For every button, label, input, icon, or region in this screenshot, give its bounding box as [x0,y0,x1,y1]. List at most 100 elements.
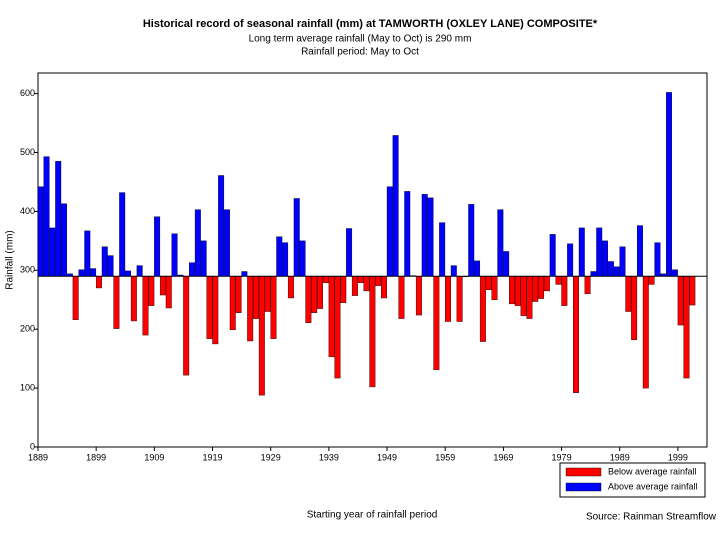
x-axis-label: Starting year of rainfall period [307,510,438,521]
x-tick-label: 1899 [86,452,106,462]
x-tick-label: 1919 [203,452,223,462]
bar [270,275,277,339]
bar [375,275,382,286]
bar [479,275,486,342]
bar [433,275,440,371]
bar [317,275,323,309]
x-tick-label: 1929 [261,452,281,462]
bar [183,275,190,376]
bar [369,275,376,388]
bar [200,240,207,277]
bar [55,161,62,277]
y-tick-label: 200 [20,324,35,334]
x-tick-label: 1989 [610,452,630,462]
bar [578,227,585,277]
bar [427,197,434,277]
bar [561,275,568,306]
x-tick-label: 1969 [493,452,513,462]
bar [84,230,91,277]
bar [113,275,120,329]
bar [456,275,463,322]
bar [258,275,265,396]
bar [404,191,411,277]
x-tick-label: 1999 [668,452,688,462]
bar [538,275,545,299]
bar [37,186,44,277]
bar [485,275,492,290]
bar [136,265,143,277]
y-tick-label: 300 [20,265,35,275]
bar [468,204,475,277]
bar [590,271,597,277]
bar [613,266,620,277]
bar [159,275,166,296]
bar [602,240,609,277]
bar [346,228,353,277]
bar [520,275,527,316]
chart-subtitle: Long term average rainfall (May to Oct) … [249,34,472,45]
bar [206,275,213,339]
bar [78,269,85,277]
bar [95,275,102,289]
bar [72,275,79,320]
bar [130,275,137,322]
legend-label: Above average rainfall [608,481,698,491]
bar [532,275,539,302]
x-tick-label: 1939 [319,452,339,462]
bar [154,216,161,277]
bar [276,236,283,277]
bar [90,268,97,277]
bar [328,275,335,358]
bar [654,242,661,277]
bar [264,275,271,312]
bar [351,275,358,296]
legend-swatch [565,482,602,492]
bar [334,275,341,379]
bar [596,227,603,277]
y-tick-label: 600 [20,88,35,98]
bar [573,275,579,394]
bar [607,261,614,277]
bar [293,198,300,277]
x-tick-label: 1949 [377,452,397,462]
bar [247,275,254,342]
bar [450,265,457,277]
bar [567,243,574,277]
bar [223,209,230,277]
bar [61,203,67,277]
bar [619,246,626,277]
y-tick-label: 100 [20,382,35,392]
bar [381,275,387,299]
bar [509,275,515,305]
y-tick-label: 500 [20,147,35,157]
bar [212,275,219,345]
bar [235,275,242,313]
bar [584,275,591,295]
bar [445,275,451,322]
bar [125,270,131,277]
bar [625,275,632,312]
y-tick-label: 400 [20,206,35,216]
bar [119,192,126,277]
bar [49,227,56,277]
legend-label: Below average rainfall [608,466,697,476]
bar [43,156,50,277]
bar [357,275,364,283]
bar [392,135,399,277]
bar [491,275,498,300]
bar [107,255,114,277]
source-note: Source: Rainman Streamflow [586,512,717,523]
bar [340,275,347,303]
bar [631,275,638,341]
bar [253,275,259,319]
bar [671,269,678,277]
bar [322,275,329,283]
bar [363,275,370,292]
bar [526,275,533,319]
bar [555,275,562,285]
bar [415,275,422,316]
bar [165,275,172,309]
bar [514,275,521,306]
